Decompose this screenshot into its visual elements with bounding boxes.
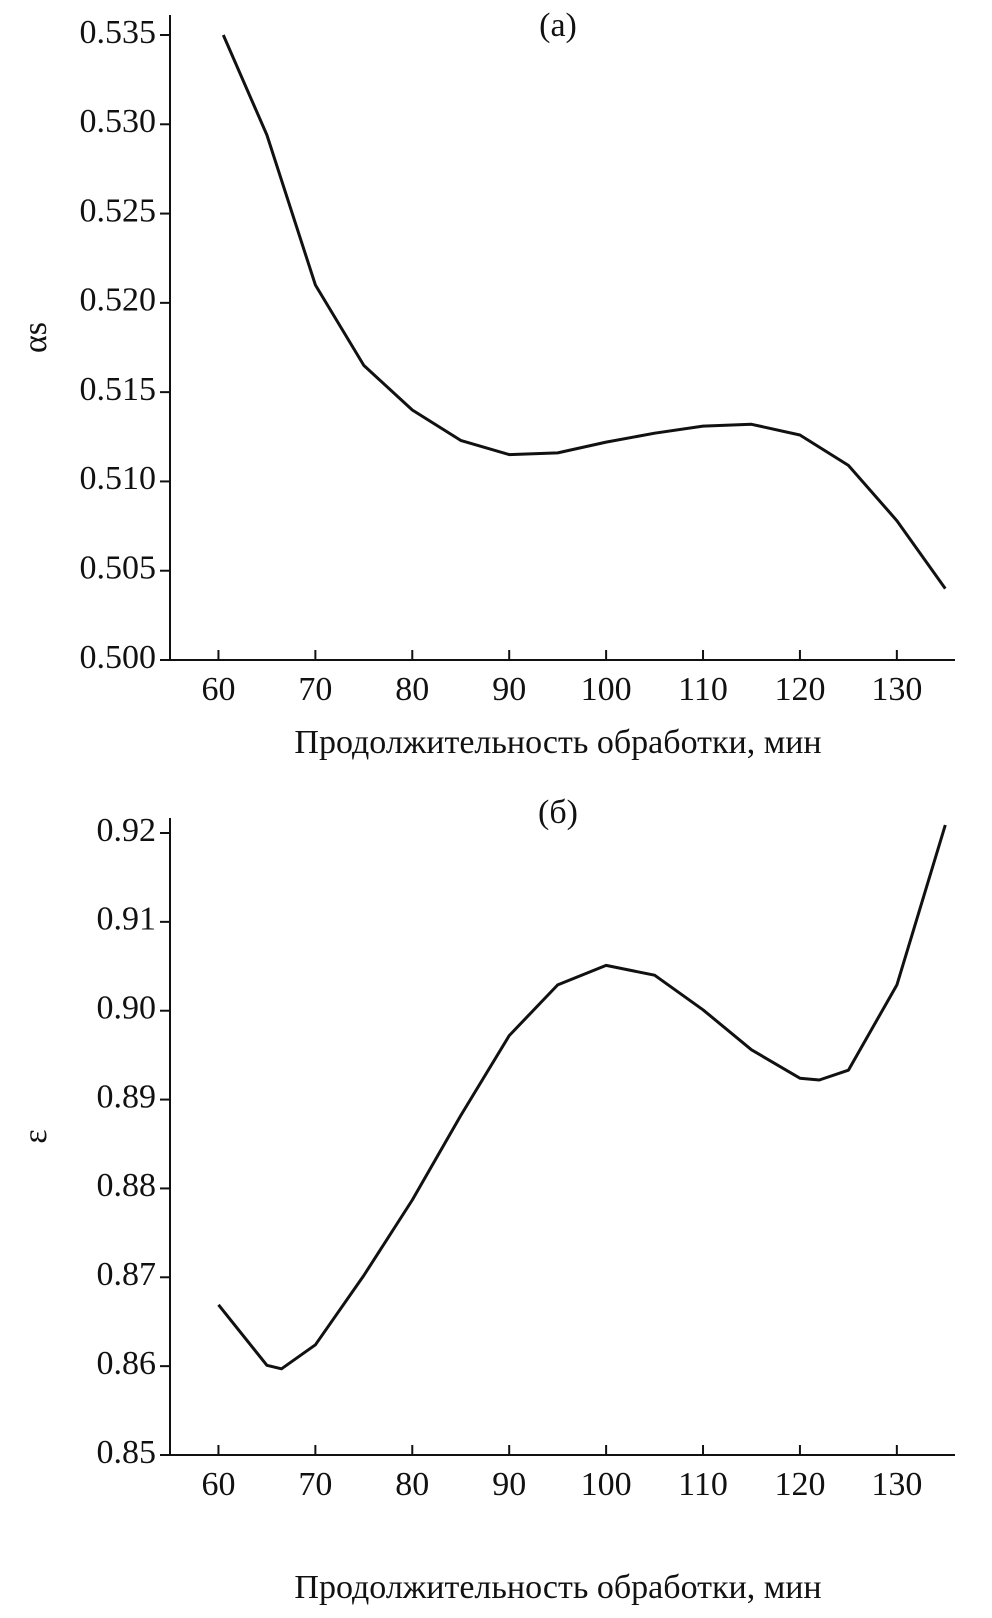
y-tick-label: 0.515 — [80, 371, 157, 408]
x-tick-label: 90 — [492, 671, 526, 708]
x-tick-label: 80 — [395, 671, 429, 708]
x-tick-label: 120 — [774, 1466, 825, 1503]
y-axis-label: ε — [17, 1129, 54, 1143]
y-tick-label: 0.530 — [80, 103, 157, 140]
y-tick-label: 0.90 — [97, 990, 157, 1027]
y-tick-label: 0.86 — [97, 1345, 157, 1382]
x-tick-label: 130 — [871, 1466, 922, 1503]
x-axis-label: Продолжительность обработки, мин — [294, 724, 821, 761]
y-tick-label: 0.520 — [80, 282, 157, 319]
y-tick-label: 0.92 — [97, 812, 157, 849]
x-tick-label: 100 — [581, 1466, 632, 1503]
x-tick-label: 100 — [581, 671, 632, 708]
data-line — [221, 34, 947, 590]
y-tick-label: 0.505 — [80, 550, 157, 587]
x-tick-label: 80 — [395, 1466, 429, 1503]
y-tick-label: 0.85 — [97, 1434, 157, 1471]
y-tick-label: 0.535 — [80, 14, 157, 51]
x-axis-label: Продолжительность обработки, мин — [294, 1569, 821, 1606]
data-line — [217, 824, 947, 1371]
chart-title: (б) — [538, 794, 578, 831]
x-tick-label: 60 — [201, 671, 235, 708]
y-tick-label: 0.500 — [80, 639, 157, 676]
x-tick-label: 70 — [298, 1466, 332, 1503]
y-tick-label: 0.89 — [97, 1078, 157, 1115]
y-tick-label: 0.525 — [80, 192, 157, 229]
x-tick-label: 90 — [492, 1466, 526, 1503]
x-tick-label: 60 — [201, 1466, 235, 1503]
y-axis-label: αs — [17, 322, 54, 353]
x-tick-label: 110 — [678, 671, 728, 708]
x-tick-label: 70 — [298, 671, 332, 708]
chart-title: (a) — [539, 7, 577, 44]
x-tick-label: 130 — [871, 671, 922, 708]
x-tick-label: 110 — [678, 1466, 728, 1503]
y-tick-label: 0.87 — [97, 1256, 157, 1293]
y-tick-label: 0.510 — [80, 460, 157, 497]
y-tick-label: 0.88 — [97, 1167, 157, 1204]
x-tick-label: 120 — [774, 671, 825, 708]
y-tick-label: 0.91 — [97, 901, 157, 938]
